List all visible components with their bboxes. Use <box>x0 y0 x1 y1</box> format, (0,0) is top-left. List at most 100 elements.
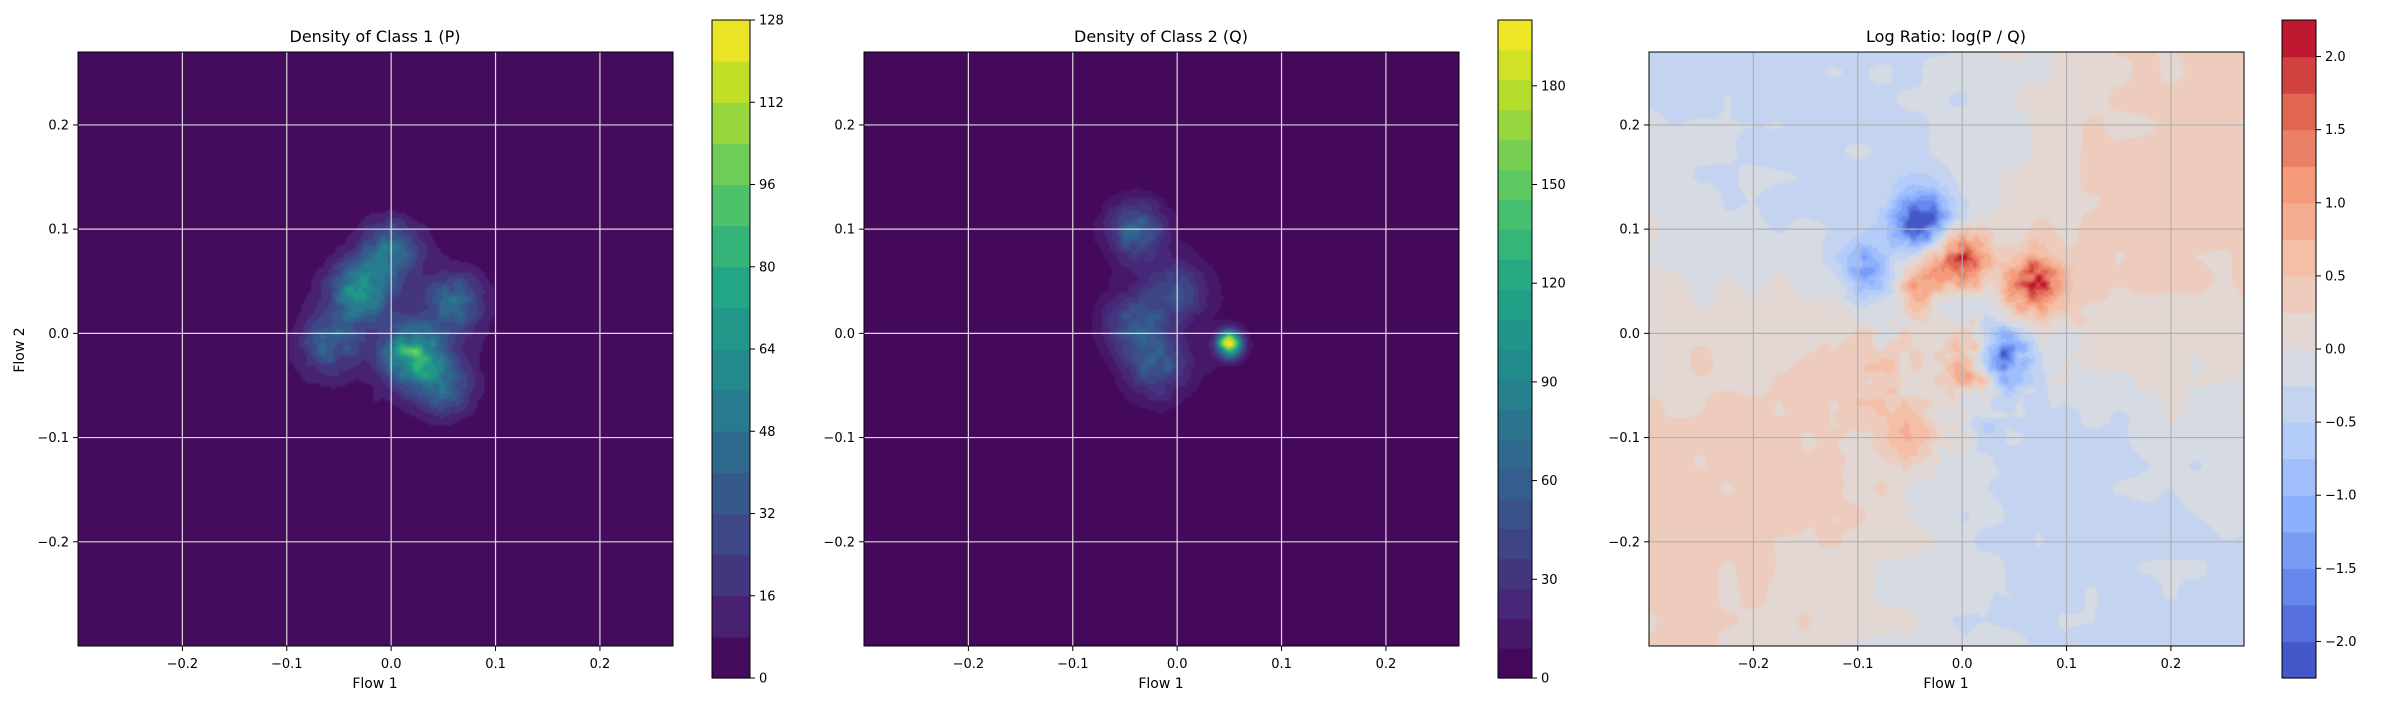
colorbar-band <box>2282 202 2316 240</box>
colorbar-tick-label: 0.5 <box>2325 269 2346 284</box>
y-tick-label: −0.1 <box>823 431 855 446</box>
colorbar-tick-label: 0 <box>1541 672 1549 687</box>
x-axis-label: Flow 1 <box>352 676 397 692</box>
plot-area-frame <box>77 51 674 647</box>
y-axis-label: Flow 2 <box>12 327 28 372</box>
colorbar-band <box>1498 289 1532 320</box>
colorbar-band <box>2282 93 2316 131</box>
colorbar-band <box>2282 166 2316 204</box>
colorbar-band <box>712 266 750 309</box>
y-tick-label: 0.1 <box>48 223 69 238</box>
colorbar-band <box>1498 528 1532 559</box>
panel-class2-density: Density of Class 2 (Q) Flow 1 −0.2 −0.1 0.… <box>823 19 1566 692</box>
colorbar-frame <box>1497 19 1533 679</box>
colorbar-band <box>1498 20 1532 51</box>
x-tick-label: −0.2 <box>167 657 199 672</box>
x-tick-label: 0.2 <box>590 657 611 672</box>
plot-area-frame <box>1648 51 2245 647</box>
colorbar-band <box>2282 422 2316 460</box>
x-tick-label: 0.1 <box>1271 657 1292 672</box>
plot-area-frame <box>863 51 1460 647</box>
colorbar-tick-label: 30 <box>1541 573 1558 588</box>
x-axis-label: Flow 1 <box>1923 676 1968 692</box>
colorbar-band <box>1498 618 1532 649</box>
x-tick-label: −0.1 <box>271 657 303 672</box>
colorbar-band <box>2282 20 2316 58</box>
heatmap-surface <box>864 52 1459 646</box>
colorbar-band <box>1498 109 1532 141</box>
y-tick-label: −0.2 <box>1608 535 1640 550</box>
x-tick-label: −0.2 <box>953 657 985 672</box>
panel-class1-density: Density of Class 1 (P) Flow 1 Flow 2 −0.… <box>12 14 784 693</box>
x-tick-label: 0.1 <box>2056 657 2077 672</box>
y-tick-label: −0.2 <box>823 535 855 550</box>
colorbar-band <box>2282 568 2316 606</box>
y-tick-label: 0.0 <box>48 327 69 342</box>
chart-title: Log Ratio: log(P / Q) <box>1866 27 2026 46</box>
colorbar-band <box>2282 604 2316 643</box>
colorbar-band <box>712 636 750 679</box>
x-tick-label: 0.2 <box>1376 657 1397 672</box>
x-tick-label: 0.2 <box>2161 657 2182 672</box>
colorbar-tick-label: 90 <box>1541 375 1558 390</box>
colorbar-band <box>1498 588 1532 619</box>
y-tick-label: 0.0 <box>834 327 855 342</box>
colorbar-band <box>1498 408 1532 440</box>
colorbar-band <box>712 595 750 638</box>
colorbar-band <box>2282 385 2316 423</box>
colorbar-tick-label: 128 <box>759 14 784 29</box>
y-tick-label: −0.1 <box>37 431 69 446</box>
x-tick-label: −0.1 <box>1057 657 1089 672</box>
colorbar-band <box>712 554 750 597</box>
colorbar-band <box>1498 319 1532 350</box>
colorbar-tick-label: 48 <box>759 425 776 440</box>
y-tick-label: 0.2 <box>834 118 855 133</box>
colorbar-tick-label: −0.5 <box>2325 416 2357 431</box>
colorbar-tick-label: 1.0 <box>2325 196 2346 211</box>
colorbar-band <box>1498 259 1532 290</box>
colorbar-tick-label: 180 <box>1541 79 1566 94</box>
colorbar-tick-label: 112 <box>759 96 784 111</box>
chart-title: Density of Class 1 (P) <box>290 27 461 46</box>
colorbar-tick-label: −2.0 <box>2325 635 2357 650</box>
colorbar-band <box>712 20 750 62</box>
colorbar-tick-label: 32 <box>759 507 776 522</box>
colorbar-tick-label: 2.0 <box>2325 50 2346 65</box>
y-tick-label: 0.1 <box>834 223 855 238</box>
colorbar-band <box>712 184 750 227</box>
colorbar-band <box>1498 229 1532 260</box>
heatmap-surface <box>78 52 673 646</box>
colorbar-tick-label: 80 <box>759 260 776 275</box>
x-tick-label: −0.2 <box>1738 657 1770 672</box>
colorbar-band <box>2282 275 2316 314</box>
colorbar-band <box>712 225 750 268</box>
colorbar-band <box>712 349 750 391</box>
x-tick-label: 0.0 <box>1167 657 1188 672</box>
colorbar-tick-label: 120 <box>1541 277 1566 292</box>
colorbar-band <box>712 472 750 515</box>
colorbar-band <box>1498 438 1532 470</box>
colorbar-band <box>2282 531 2316 569</box>
colorbar-tick-label: 96 <box>759 178 776 193</box>
colorbar-band <box>1498 349 1532 380</box>
colorbar-band <box>1498 468 1532 500</box>
colorbar-band <box>1498 378 1532 410</box>
colorbar-band <box>2282 312 2316 350</box>
colorbar-band <box>712 307 750 350</box>
colorbar-band <box>712 431 750 473</box>
colorbar-tick-label: −1.0 <box>2325 489 2357 504</box>
colorbar-tick-label: −1.5 <box>2325 562 2357 577</box>
colorbar-band <box>1498 199 1532 230</box>
colorbar-band <box>712 390 750 432</box>
colorbar-band <box>1498 169 1532 201</box>
colorbar-tick-label: 150 <box>1541 178 1566 193</box>
x-tick-label: 0.0 <box>1952 657 1973 672</box>
colorbar-band <box>712 61 750 103</box>
colorbar-band <box>2282 349 2316 387</box>
chart-title: Density of Class 2 (Q) <box>1074 27 1248 46</box>
colorbar-tick-label: 1.5 <box>2325 123 2346 138</box>
y-tick-label: 0.2 <box>1619 118 1640 133</box>
colorbar-tick-label: 64 <box>759 343 776 358</box>
